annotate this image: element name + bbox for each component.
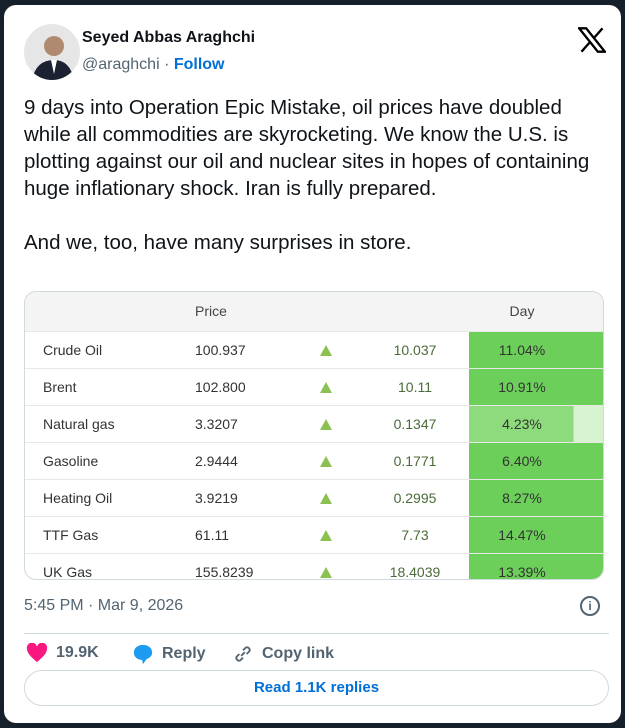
read-replies-button[interactable]: Read 1.1K replies (24, 670, 609, 706)
change-value: 7.73 (401, 527, 429, 543)
tweet-text: 9 days into Operation Epic Mistake, oil … (24, 96, 590, 254)
header-day: Day (509, 303, 535, 319)
day-percent-cell: 13.39% (469, 554, 603, 580)
day-percent: 14.47% (498, 527, 546, 543)
day-percent-cell: 14.47% (469, 517, 603, 554)
commodity-table-image[interactable]: Price Day Crude Oil 100.937 10.037 11.04… (24, 291, 604, 580)
author-handle[interactable]: @araghchi (82, 56, 160, 73)
avatar[interactable] (24, 24, 80, 80)
day-percent: 6.40% (502, 453, 542, 469)
change-value: 10.11 (398, 379, 432, 395)
table-row: Crude Oil 100.937 10.037 11.04% (25, 331, 603, 369)
price-value: 2.9444 (195, 453, 238, 469)
commodity-name: Gasoline (43, 453, 99, 469)
link-icon (235, 646, 251, 662)
timestamp[interactable]: 5:45 PM · Mar 9, 2026 (24, 597, 184, 614)
header-price: Price (195, 303, 227, 319)
copy-link-label: Copy link (262, 645, 335, 662)
change-value: 0.1347 (393, 416, 437, 432)
reply-label: Reply (162, 645, 206, 662)
up-arrow-icon (320, 456, 332, 467)
price-value: 3.3207 (195, 416, 238, 432)
price-value: 102.800 (195, 379, 246, 395)
separator: · (159, 56, 174, 73)
up-arrow-icon (320, 345, 332, 356)
day-percent-cell: 8.27% (469, 480, 603, 517)
commodity-name: UK Gas (43, 564, 93, 580)
up-arrow-icon (320, 382, 332, 393)
like-button[interactable]: 19.9K (26, 643, 99, 663)
author-handle-line: @araghchi · Follow (82, 56, 225, 74)
change-value: 10.037 (393, 342, 437, 358)
reply-bubble-icon (133, 644, 153, 665)
day-percent-cell: 4.23% (469, 406, 603, 443)
price-value: 61.11 (195, 527, 229, 543)
table-row: TTF Gas 61.11 7.73 14.47% (25, 516, 603, 554)
day-percent: 11.04% (498, 342, 546, 358)
day-percent-cell: 11.04% (469, 332, 603, 369)
table-row: Natural gas 3.3207 0.1347 4.23% (25, 405, 603, 443)
like-count: 19.9K (56, 644, 99, 661)
day-percent: 13.39% (498, 564, 546, 580)
price-value: 100.937 (195, 342, 246, 358)
change-value: 18.4039 (389, 564, 441, 580)
day-percent-cell: 6.40% (469, 443, 603, 480)
day-percent: 4.23% (502, 416, 542, 432)
follow-button[interactable]: Follow (173, 56, 225, 73)
up-arrow-icon (320, 530, 332, 541)
change-value: 0.1771 (393, 453, 437, 469)
commodity-name: TTF Gas (43, 527, 99, 543)
commodity-name: Crude Oil (43, 342, 103, 358)
up-arrow-icon (320, 493, 332, 504)
table-row: Gasoline 2.9444 0.1771 6.40% (25, 442, 603, 480)
copy-link-button[interactable]: Copy link (232, 643, 334, 665)
tweet-card: Seyed Abbas Araghchi @araghchi · Follow … (4, 5, 621, 723)
x-logo-icon[interactable] (578, 27, 606, 53)
table-row: Brent 102.800 10.11 10.91% (25, 368, 603, 406)
price-value: 155.8239 (195, 564, 254, 580)
info-icon[interactable]: i (580, 596, 600, 616)
author-name[interactable]: Seyed Abbas Araghchi (82, 29, 256, 46)
commodity-name: Natural gas (43, 416, 115, 432)
up-arrow-icon (320, 567, 332, 578)
table-header: Price Day (25, 292, 603, 331)
change-value: 0.2995 (393, 490, 437, 506)
commodity-name: Brent (43, 379, 77, 395)
day-percent: 10.91% (498, 379, 546, 395)
divider (24, 633, 609, 634)
table-row: Heating Oil 3.9219 0.2995 8.27% (25, 479, 603, 517)
day-percent: 8.27% (502, 490, 542, 506)
table-row: UK Gas 155.8239 18.4039 13.39% (25, 553, 603, 580)
day-percent-cell: 10.91% (469, 369, 603, 406)
commodity-name: Heating Oil (43, 490, 113, 506)
reply-button[interactable]: Reply (132, 643, 206, 665)
heart-icon (26, 643, 48, 663)
up-arrow-icon (320, 419, 332, 430)
price-value: 3.9219 (195, 490, 238, 506)
